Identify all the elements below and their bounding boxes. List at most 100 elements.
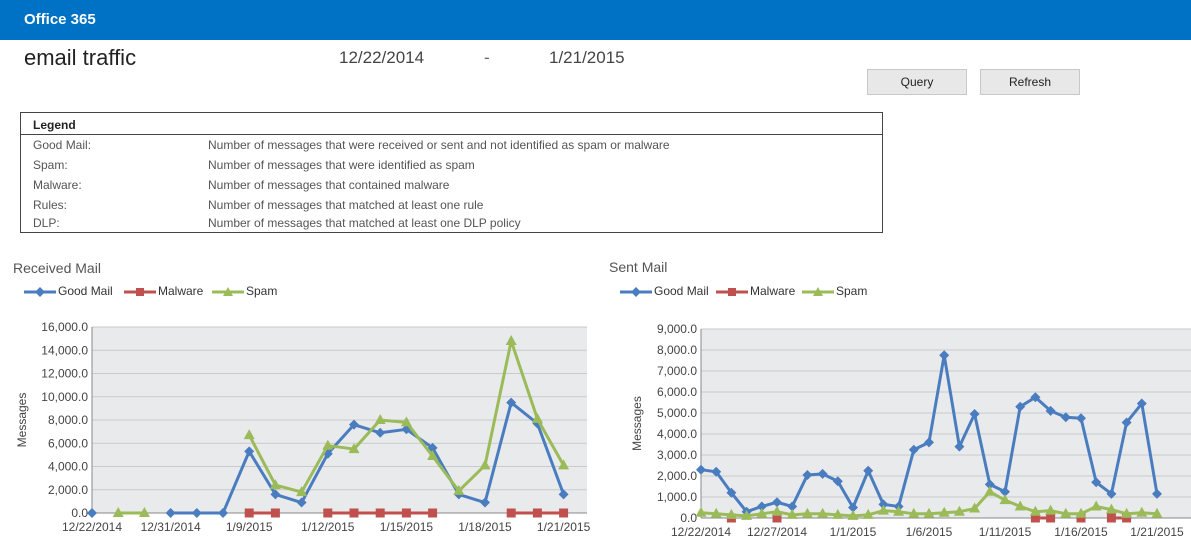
good-mail-point — [87, 508, 97, 518]
spam-point — [531, 412, 543, 423]
legend-label: Good Mail — [654, 284, 709, 298]
spam-point — [969, 502, 981, 513]
legend-row: Rules: Number of messages that matched a… — [21, 195, 882, 215]
malware-point — [532, 508, 542, 518]
y-tick-label: 2,000.0 — [48, 483, 88, 497]
malware-point — [559, 508, 569, 518]
good-mail-point — [1076, 413, 1086, 424]
legend-row: Malware: Number of messages that contain… — [21, 175, 882, 195]
spam-point — [400, 416, 412, 427]
good-mail-point — [696, 464, 706, 475]
spam-swatch-icon — [212, 287, 244, 296]
malware-point — [270, 508, 280, 518]
spam-point — [138, 507, 150, 517]
good-mail-swatch-icon — [620, 287, 652, 297]
good-mail-point — [878, 499, 889, 510]
good-mail-point — [191, 508, 202, 518]
legend-row: DLP: Number of messages that matched at … — [21, 213, 882, 233]
y-tick-label: 4,000.0 — [657, 427, 697, 441]
spam-point — [938, 506, 950, 517]
legend-label: Malware — [158, 284, 204, 298]
brand-title[interactable]: Office 365 — [24, 11, 96, 28]
spam-point — [505, 334, 517, 345]
y-axis-label: Messages — [15, 393, 29, 448]
good-mail-point — [848, 502, 858, 513]
top-bar: Office 365 — [0, 0, 1191, 40]
good-mail-point — [244, 446, 255, 457]
good-mail-point — [296, 497, 307, 508]
received-chart-title: Received Mail — [13, 260, 101, 276]
legend-label: Spam — [836, 284, 868, 298]
good-mail-point — [218, 508, 228, 518]
spam-point — [269, 479, 281, 490]
received-chart-legend: Good Mail Malware Spam — [24, 284, 324, 300]
good-mail-point — [832, 476, 843, 487]
malware-point — [1030, 513, 1040, 523]
legend-label: Good Mail — [58, 284, 113, 298]
x-tick-label: 1/21/2015 — [537, 520, 591, 534]
spam-point — [322, 439, 334, 450]
good-mail-point — [1030, 392, 1041, 403]
x-tick-label: 1/16/2015 — [1054, 525, 1108, 539]
malware-point — [1106, 513, 1116, 523]
x-tick-label: 1/9/2015 — [226, 520, 273, 534]
y-axis-label: Messages — [630, 396, 644, 451]
spam-point — [1151, 507, 1163, 518]
y-tick-label: 2,000.0 — [657, 469, 697, 483]
spam-point — [923, 507, 935, 518]
spam-point — [1121, 507, 1133, 518]
spam-point — [756, 507, 768, 518]
spam-point — [695, 506, 707, 517]
x-tick-label: 1/1/2015 — [830, 525, 877, 539]
start-date[interactable]: 12/22/2014 — [339, 48, 425, 67]
good-mail-point — [1015, 401, 1026, 412]
malware-point — [772, 513, 782, 523]
x-tick-label: 1/12/2015 — [301, 520, 355, 534]
spam-point — [908, 507, 920, 518]
y-tick-label: 6,000.0 — [48, 436, 88, 450]
good-mail-point — [772, 497, 782, 508]
y-tick-label: 7,000.0 — [657, 364, 697, 378]
malware-swatch-icon — [124, 288, 156, 296]
y-tick-label: 8,000.0 — [657, 343, 697, 357]
good-mail-point — [165, 508, 176, 518]
good-mail-point — [1106, 488, 1117, 499]
spam-point — [558, 459, 570, 470]
y-tick-label: 8,000.0 — [48, 413, 88, 427]
y-tick-label: 3,000.0 — [657, 448, 697, 462]
y-tick-label: 6,000.0 — [657, 385, 697, 399]
good-mail-point — [558, 489, 569, 500]
spam-point — [112, 507, 124, 517]
spam-point — [1075, 507, 1087, 518]
y-tick-label: 12,000.0 — [41, 367, 88, 381]
good-mail-point — [1091, 477, 1102, 488]
legend-term: Spam: — [33, 158, 68, 172]
spam-point — [1136, 506, 1148, 517]
end-date[interactable]: 1/21/2015 — [549, 48, 625, 67]
good-mail-point — [939, 350, 950, 361]
good-mail-point — [349, 419, 359, 430]
y-tick-label: 1,000.0 — [657, 490, 697, 504]
malware-point — [1046, 513, 1056, 523]
legend-row: Good Mail: Number of messages that were … — [21, 135, 882, 155]
legend-description: Number of messages that matched at least… — [208, 216, 521, 230]
refresh-button[interactable]: Refresh — [980, 69, 1080, 95]
good-mail-point — [802, 469, 813, 480]
spam-point — [348, 443, 360, 454]
x-tick-label: 1/15/2015 — [380, 520, 434, 534]
good-mail-point — [480, 497, 490, 508]
malware-point — [323, 508, 333, 518]
spam-point — [953, 505, 965, 516]
x-tick-label: 12/22/2014 — [62, 520, 122, 534]
query-button[interactable]: Query — [867, 69, 967, 95]
spam-point — [771, 505, 783, 516]
spam-point — [1045, 504, 1057, 515]
sent-chart-legend: Good Mail Malware Spam — [620, 284, 920, 300]
spam-point — [296, 486, 308, 497]
legend-table: Legend Good Mail: Number of messages tha… — [20, 112, 883, 233]
y-tick-label: 0.0 — [680, 511, 697, 525]
good-mail-point — [375, 427, 386, 438]
sent-mail-chart: 0.0 1,000.0 2,000.0 3,000.0 4,000.0 5,000.0 6,… — [630, 322, 1191, 539]
y-tick-label: 14,000.0 — [41, 343, 88, 357]
good-mail-point — [1136, 398, 1147, 409]
